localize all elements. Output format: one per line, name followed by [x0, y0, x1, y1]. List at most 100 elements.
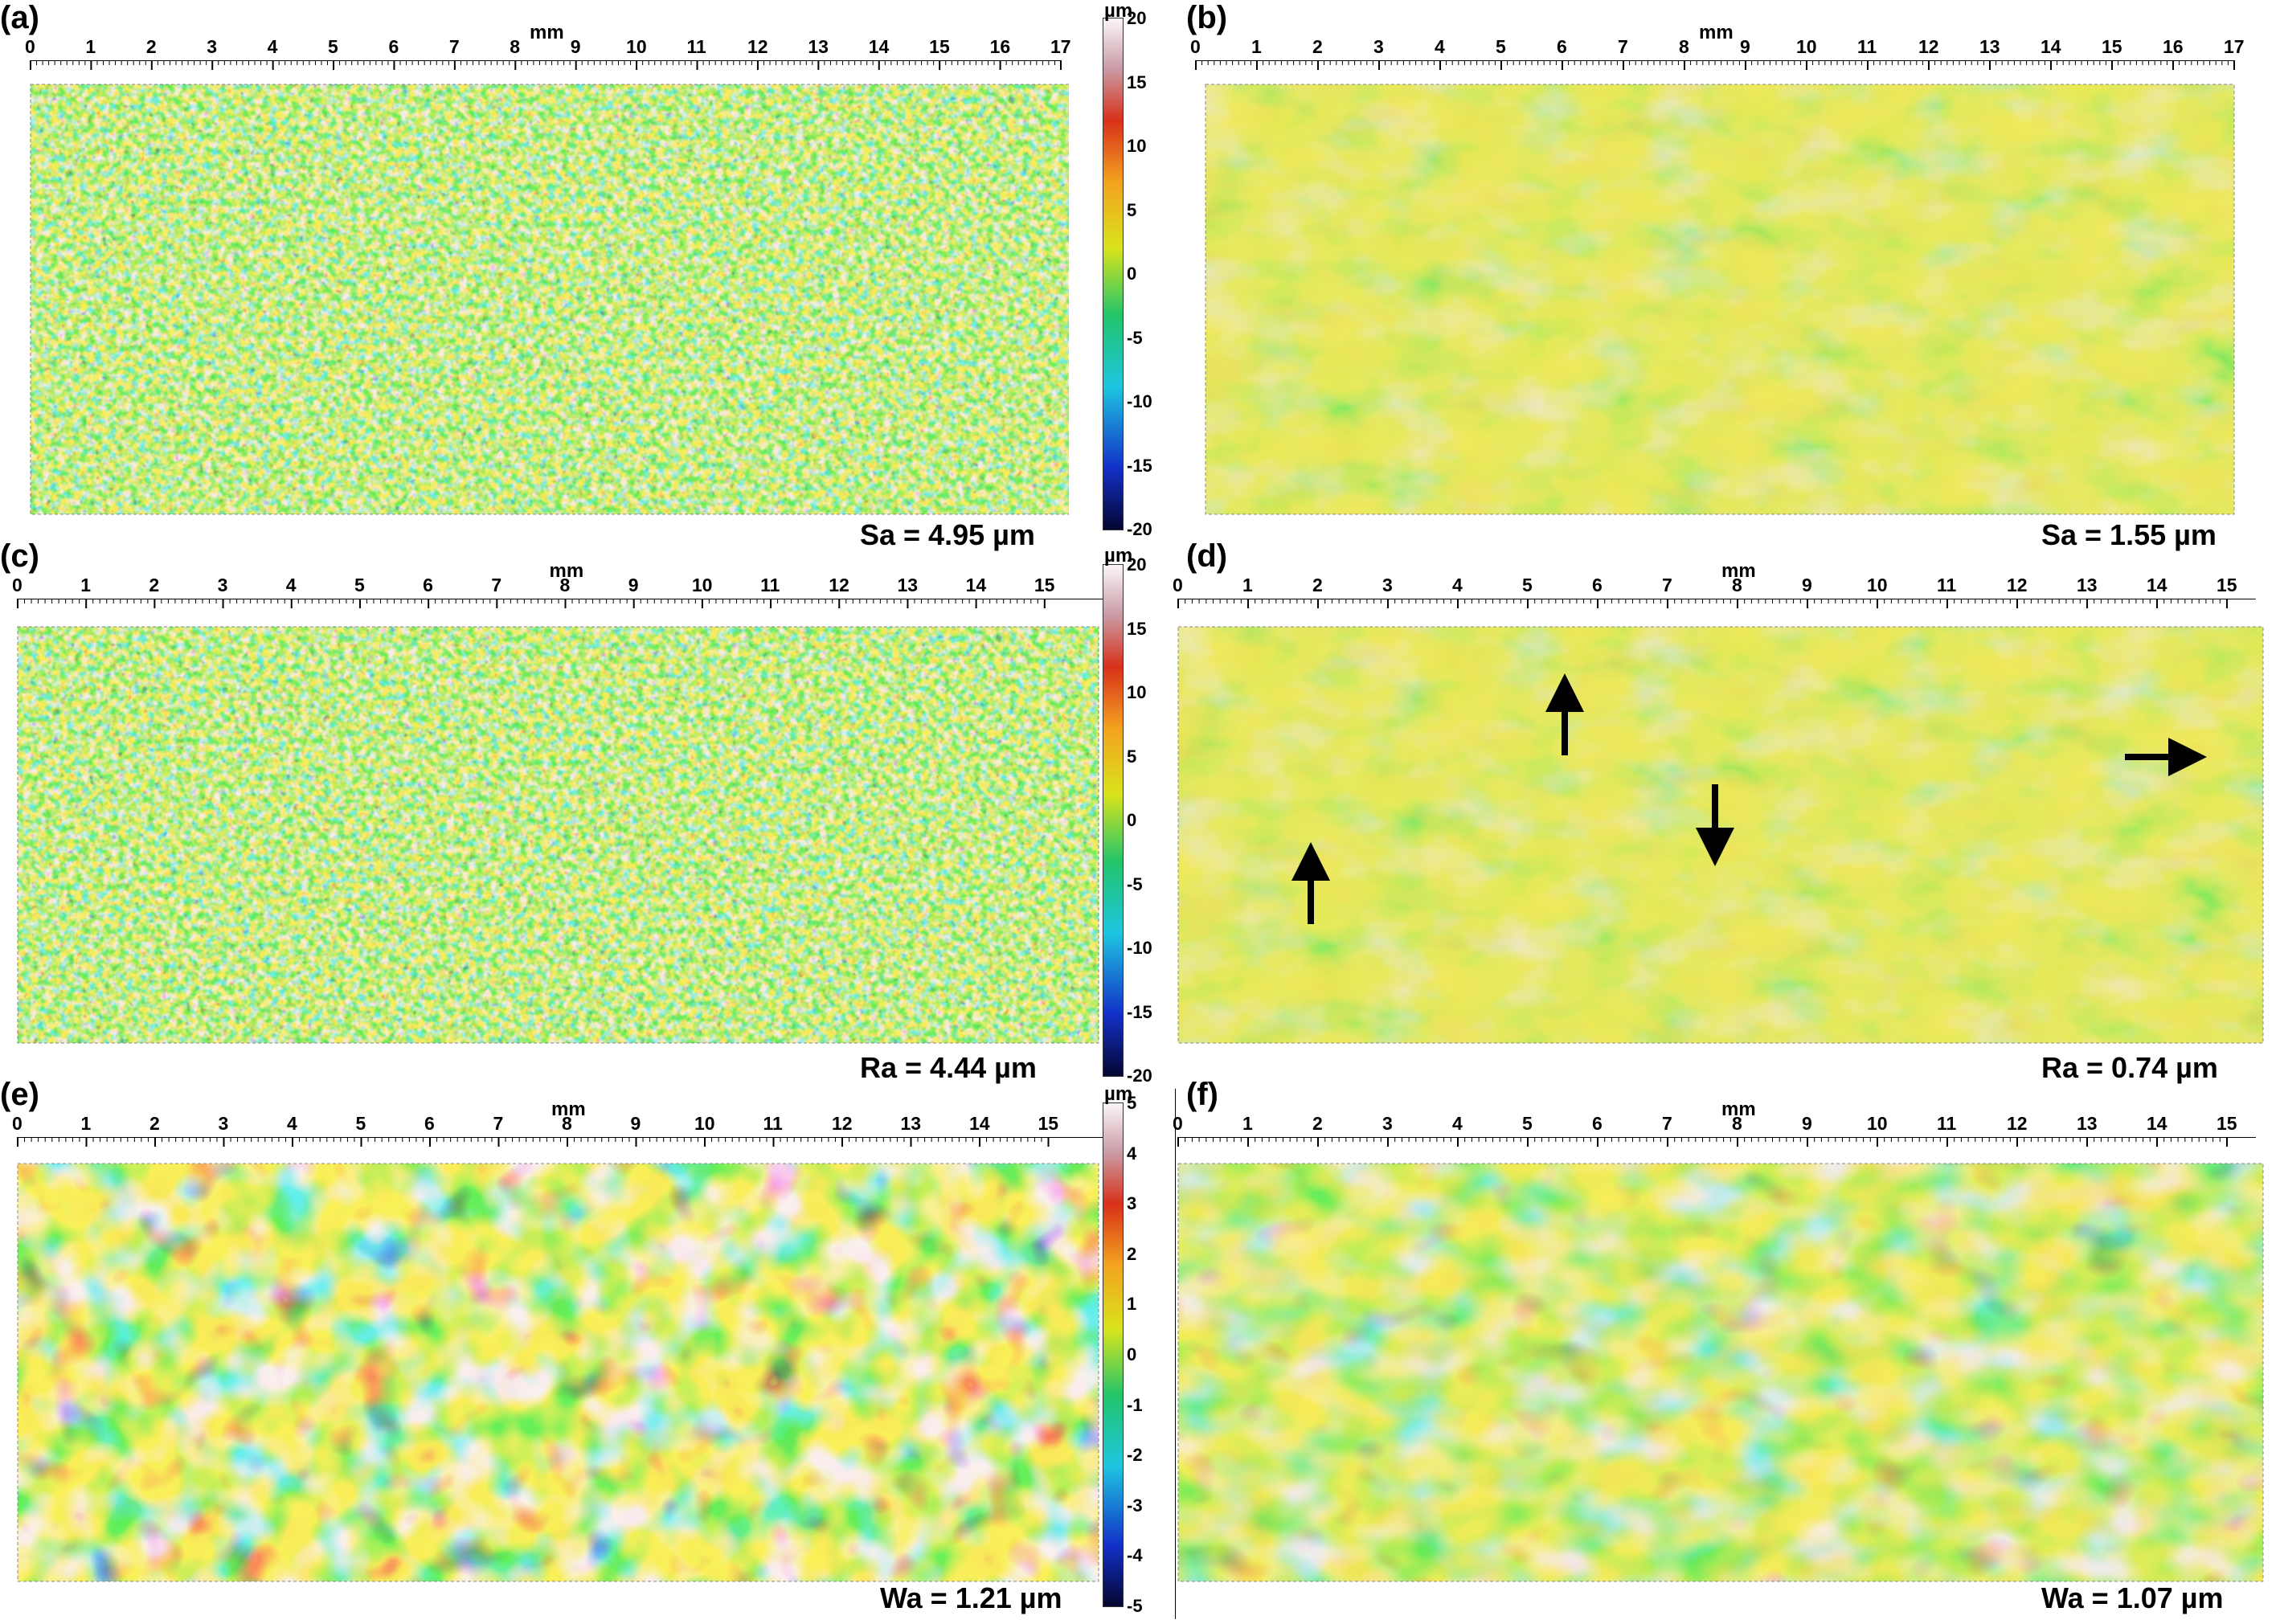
colorbar-top-label: -15	[1127, 455, 1152, 476]
panel-d-tick-label: 15	[2217, 575, 2237, 595]
panel-c-tick-label: 7	[491, 575, 502, 595]
panel-c-axis-unit: mm	[549, 560, 584, 582]
colorbar-middle-label: 15	[1127, 618, 1147, 639]
colorbar-middle-unit: µm	[1104, 545, 1133, 567]
panel-c-tick-label: 15	[1034, 575, 1055, 595]
panel-c-tick-label: 0	[12, 575, 23, 595]
panel-d-tick-label: 8	[1732, 575, 1742, 595]
panel-c-frame	[17, 626, 1099, 1044]
panel-c-surface-plot	[17, 599, 1113, 1044]
panel-f-axis-unit: mm	[1721, 1098, 1756, 1120]
colorbar-top-label: 10	[1127, 136, 1147, 156]
panel-e-tick-label: 10	[694, 1113, 715, 1134]
panel-b-metric: Sa = 1.55 µm	[2041, 518, 2217, 551]
panel-d-tick-label: 10	[1867, 575, 1888, 595]
panel-a-surface-plot	[30, 60, 1069, 515]
panel-a-tick-label: 0	[25, 36, 35, 57]
panel-a-tick-label: 9	[570, 36, 581, 57]
colorbar-middle-label: -5	[1127, 873, 1143, 894]
panel-e-axis-unit: mm	[551, 1098, 586, 1120]
colorbar-top	[1103, 18, 1124, 530]
panel-b-tick-label: 8	[1679, 36, 1689, 57]
panel-a-tick-label: 3	[207, 36, 218, 57]
panel-f-label: (f)	[1186, 1077, 1218, 1112]
colorbar-bottom-unit: µm	[1104, 1083, 1133, 1105]
panel-e-tick-label: 15	[1038, 1113, 1059, 1134]
panel-b-tick-label: 9	[1740, 36, 1750, 57]
panel-c-height-map	[18, 627, 1099, 1043]
panel-d-tick-label: 3	[1382, 575, 1393, 595]
colorbar-bottom-label: 5	[1127, 1093, 1137, 1113]
panel-c-tick-label: 4	[285, 575, 297, 595]
panel-divider	[1175, 1089, 1176, 1619]
panel-a-tick-label: 16	[989, 36, 1011, 57]
colorbar-top-unit: µm	[1104, 0, 1133, 22]
panel-d-tick-label: 4	[1452, 575, 1463, 595]
panel-f-tick-label: 6	[1592, 1113, 1603, 1134]
panel-a-tick-label: 14	[868, 36, 890, 57]
panel-b-tick-label: 3	[1373, 36, 1384, 57]
panel-c-tick-label: 13	[897, 575, 919, 595]
panel-c-tick-label: 8	[559, 575, 571, 595]
panel-d-tick-label: 12	[2007, 575, 2028, 595]
panel-b-tick-label: 11	[1857, 36, 1877, 57]
panel-e-tick-label: 4	[287, 1113, 297, 1134]
panel-e-height-map	[18, 1164, 1099, 1581]
panel-f-tick-label: 12	[2007, 1113, 2028, 1134]
panel-f-tick-label: 4	[1452, 1113, 1463, 1134]
panel-e-frame	[17, 1163, 1099, 1582]
panel-d-metric: Ra = 0.74 µm	[2041, 1051, 2218, 1084]
panel-f-tick-label: 2	[1312, 1113, 1323, 1134]
panel-f-tick-label: 9	[1802, 1113, 1812, 1134]
panel-d-tick-label: 6	[1592, 575, 1603, 595]
colorbar-top-label: 0	[1127, 264, 1137, 284]
colorbar-bottom-label: 4	[1127, 1143, 1137, 1164]
panel-a-tick-label: 5	[328, 36, 338, 57]
colorbar-bottom-label: -5	[1127, 1596, 1143, 1616]
colorbar-top-label: -5	[1127, 327, 1143, 348]
panel-a-tick-label: 15	[929, 36, 950, 57]
panel-e-tick-label: 14	[969, 1113, 990, 1134]
panel-e-metric: Wa = 1.21 µm	[880, 1581, 1062, 1614]
panel-e-tick-label: 12	[832, 1113, 853, 1134]
panel-f-tick-label: 14	[2147, 1113, 2167, 1134]
panel-d-tick-label: 9	[1802, 575, 1812, 595]
panel-b-label: (b)	[1186, 0, 1228, 35]
colorbar-bottom-label: -4	[1127, 1545, 1143, 1566]
panel-d-tick-label: 11	[1937, 575, 1957, 595]
panel-a-axis-unit: mm	[530, 22, 564, 43]
colorbar-bottom-label: 2	[1127, 1243, 1137, 1264]
panel-e-tick-label: 9	[630, 1113, 641, 1134]
panel-a-frame	[30, 84, 1069, 515]
panel-f-tick-label: 11	[1937, 1113, 1957, 1134]
panel-c-tick-label: 3	[217, 575, 228, 595]
panel-c-tick-label: 11	[760, 575, 780, 595]
panel-c-tick-label: 1	[80, 575, 91, 595]
panel-a-tick-label: 1	[85, 36, 96, 57]
panel-a-tick-label: 4	[267, 36, 278, 57]
panel-f-tick-label: 5	[1522, 1113, 1533, 1134]
colorbar-top-label: 20	[1127, 8, 1147, 28]
panel-b-tick-label: 7	[1618, 36, 1628, 57]
panel-c-tick-label: 5	[354, 575, 365, 595]
panel-f-frame	[1177, 1163, 2264, 1582]
panel-a-tick-label: 7	[448, 36, 460, 57]
panel-f-tick-label: 15	[2217, 1113, 2237, 1134]
panel-f-tick-label: 10	[1867, 1113, 1888, 1134]
panel-f-tick-label: 13	[2077, 1113, 2098, 1134]
panel-b-tick-label: 10	[1796, 36, 1817, 57]
panel-a-tick-label: 6	[388, 36, 399, 57]
panel-b-height-map	[1205, 84, 2234, 514]
colorbar-top-label: -10	[1127, 391, 1152, 411]
panel-e-tick-label: 13	[900, 1113, 922, 1134]
panel-b-tick-label: 16	[2163, 36, 2184, 57]
panel-b-tick-label: 4	[1435, 36, 1445, 57]
colorbar-middle-label: 10	[1127, 682, 1147, 702]
panel-b-axis-unit: mm	[1699, 22, 1734, 43]
panel-b-tick-label: 13	[1979, 36, 2000, 57]
panel-d-tick-label: 14	[2147, 575, 2167, 595]
panel-d-tick-label: 1	[1242, 575, 1253, 595]
panel-b-tick-label: 0	[1190, 36, 1201, 57]
colorbar-bottom-label: 3	[1127, 1193, 1137, 1214]
panel-e-tick-label: 0	[12, 1113, 23, 1134]
